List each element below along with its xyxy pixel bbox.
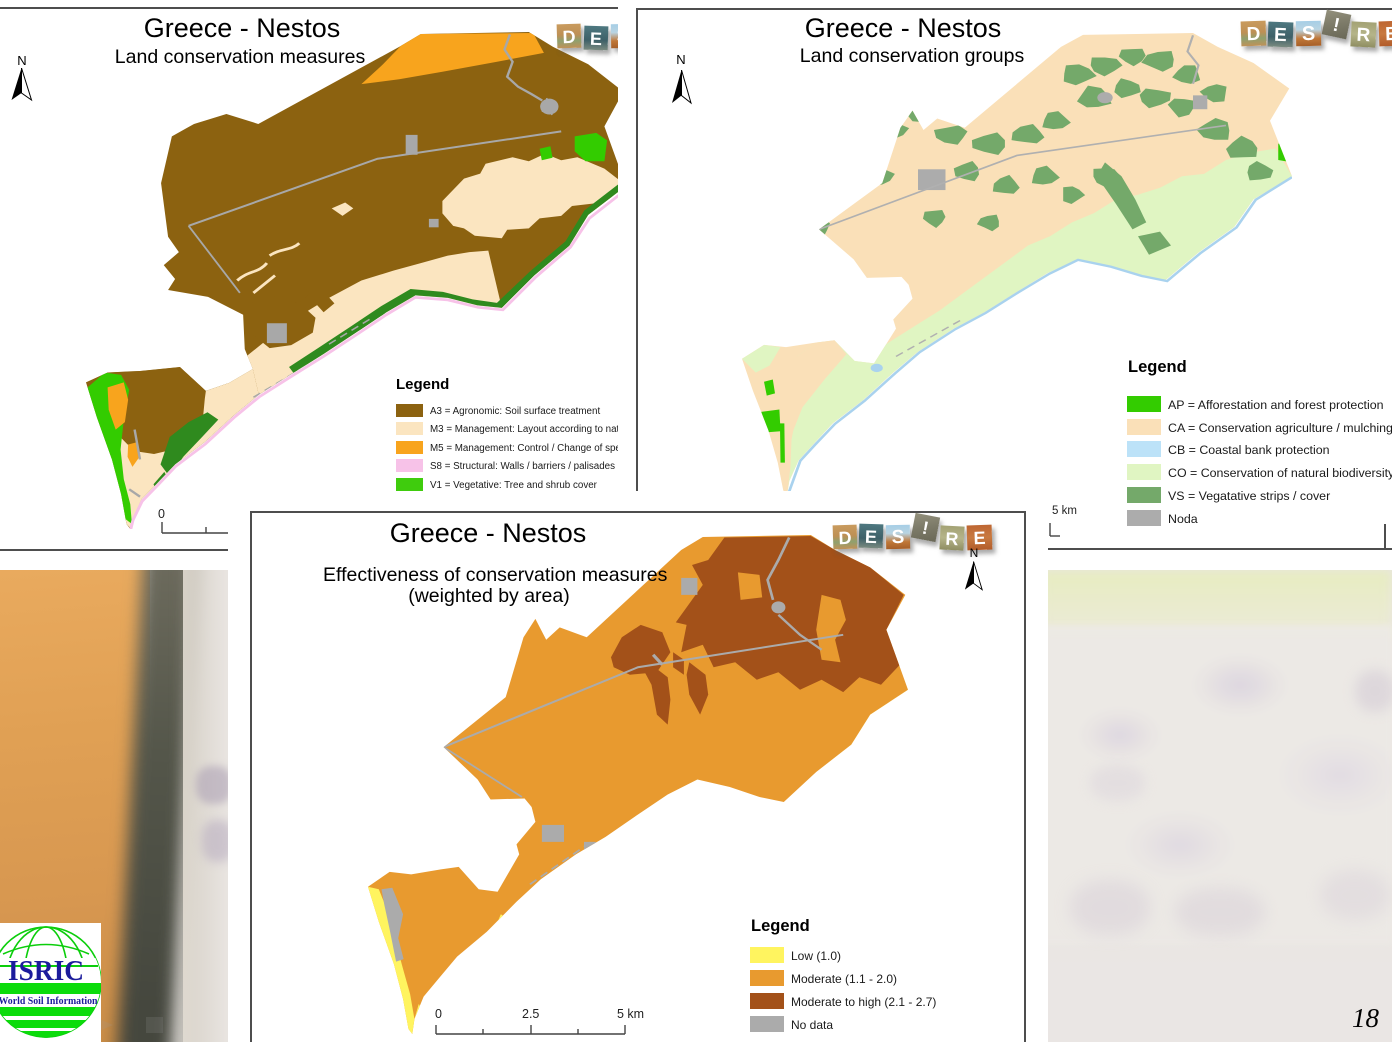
svg-text:ISRIC: ISRIC — [8, 955, 84, 987]
svg-text:World Soil Information: World Soil Information — [0, 995, 98, 1007]
